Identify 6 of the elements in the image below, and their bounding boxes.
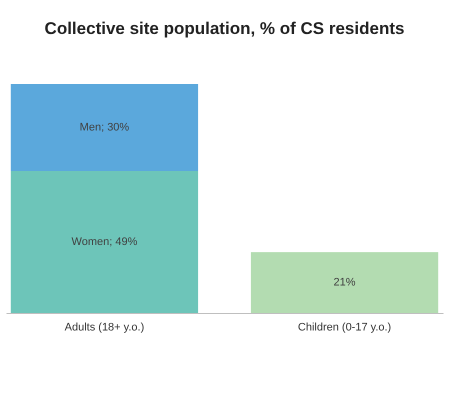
x-tick-label: Adults (18+ y.o.) <box>64 322 144 334</box>
data-label: 21% <box>334 276 356 289</box>
data-label: Men; 30% <box>80 121 130 134</box>
data-label: Women; 49% <box>72 236 138 248</box>
chart-title: Collective site population, % of CS residents <box>44 19 404 38</box>
x-tick-label: Children (0-17 y.o.) <box>298 322 392 334</box>
